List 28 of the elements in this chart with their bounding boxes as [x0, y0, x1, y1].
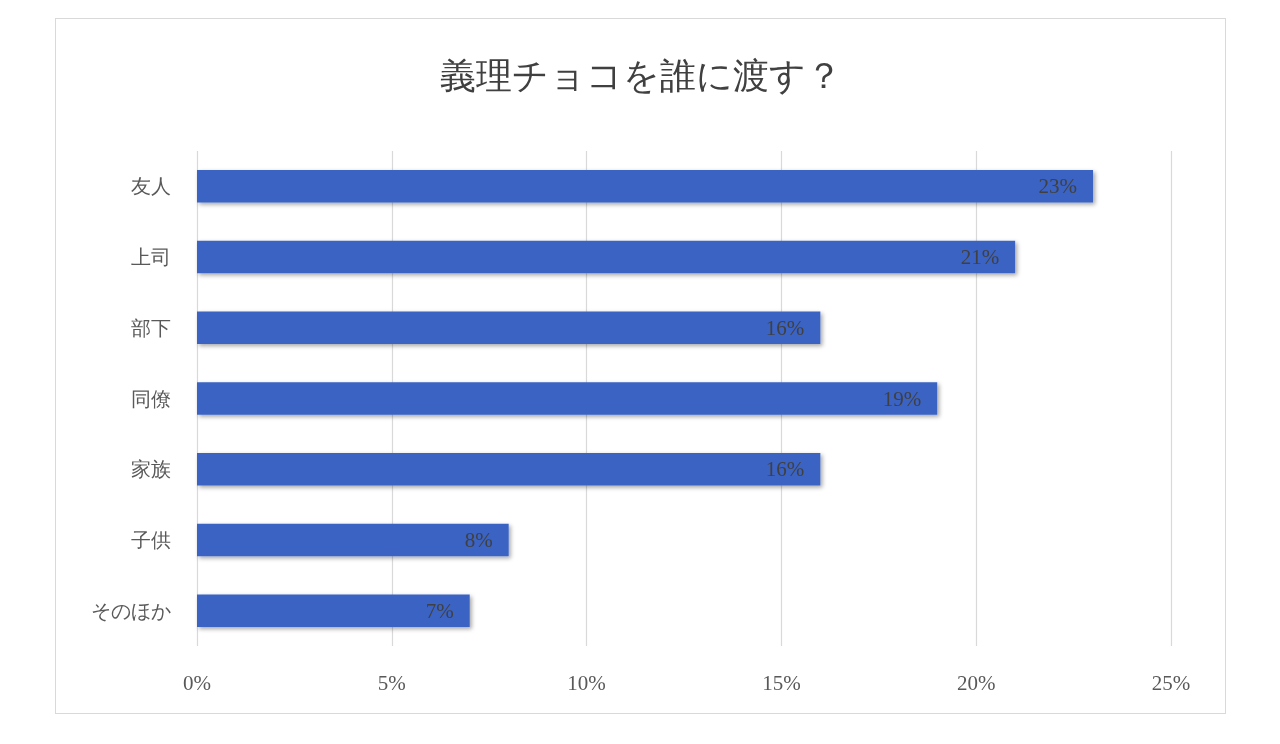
chart-title: 義理チョコを誰に渡す？ [439, 56, 842, 96]
y-tick-label: 部下 [131, 316, 171, 339]
bar [197, 311, 821, 345]
y-tick-label: 子供 [131, 528, 171, 551]
x-tick-label: 10% [567, 670, 606, 695]
bar [197, 452, 821, 486]
data-label: 16% [765, 457, 805, 482]
bar [197, 382, 938, 415]
y-tick-label: 家族 [131, 458, 171, 481]
y-tick-label: 友人 [131, 175, 171, 198]
y-tick-label: そのほか [91, 599, 171, 622]
data-label: 16% [765, 315, 805, 340]
data-label: 7% [425, 598, 454, 623]
y-tick-label: 同僚 [131, 387, 171, 410]
y-tick-label: 上司 [131, 246, 171, 269]
bar [197, 523, 509, 557]
bar [197, 594, 470, 627]
data-label: 19% [882, 386, 922, 411]
data-label: 8% [464, 527, 493, 552]
data-label: 21% [960, 245, 1000, 270]
x-tick-label: 15% [762, 670, 801, 695]
x-tick-label: 25% [1151, 670, 1191, 695]
bar [197, 170, 1094, 203]
bar [197, 240, 1016, 274]
x-tick-label: 5% [377, 670, 406, 695]
data-label: 23% [1038, 174, 1078, 199]
x-tick-label: 20% [956, 670, 996, 695]
x-tick-label: 0% [183, 670, 211, 695]
